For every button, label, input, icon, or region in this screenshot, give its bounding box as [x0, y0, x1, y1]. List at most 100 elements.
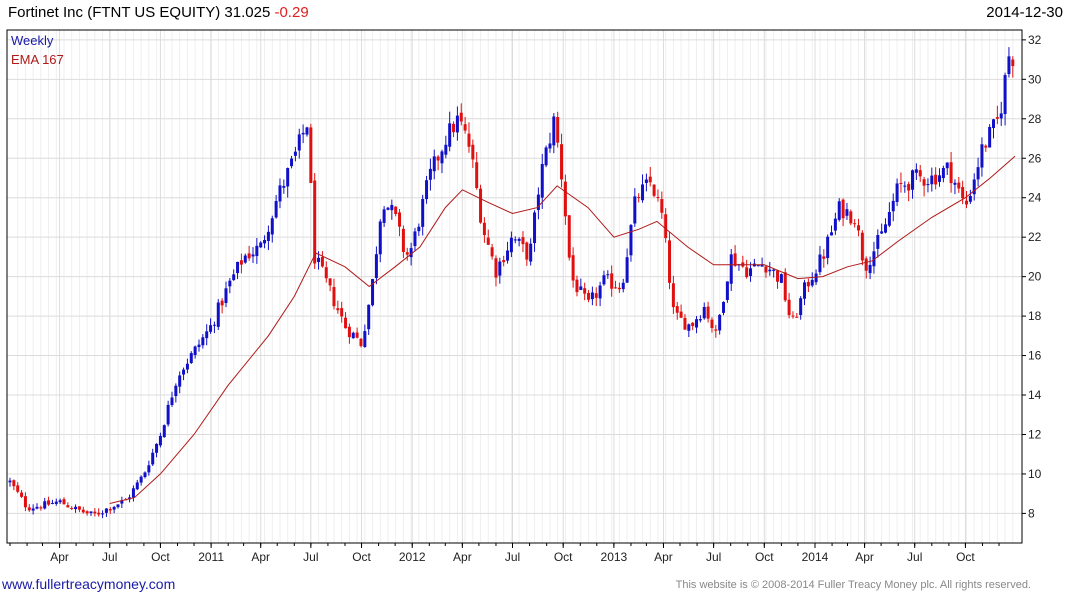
candle-body [135, 482, 139, 490]
candle-body [868, 264, 872, 274]
candle-body [675, 306, 679, 313]
candle-body [745, 267, 749, 278]
candle-body [822, 256, 826, 259]
candle-body [506, 250, 510, 261]
candle-body [914, 169, 918, 173]
candle-body [995, 117, 999, 119]
candle-body [363, 331, 367, 347]
candle-body [949, 162, 953, 184]
candle-body [938, 175, 942, 182]
x-tick-label: Apr [50, 550, 69, 564]
candle-body [432, 156, 436, 172]
candle-body [282, 185, 286, 188]
candle-body [698, 319, 702, 321]
candle-body [776, 270, 780, 282]
candle-body [228, 280, 232, 287]
candle-body [521, 237, 525, 245]
candle-body [941, 167, 945, 179]
candle-body [965, 200, 969, 205]
candle-body [332, 287, 336, 307]
x-tick-label: Apr [453, 550, 472, 564]
candle-body [455, 115, 459, 133]
candle-body [16, 485, 20, 492]
candle-body [182, 369, 186, 375]
candle-body [525, 242, 529, 260]
candle-body [23, 496, 27, 508]
candle-body [47, 500, 51, 505]
candle-body [529, 243, 533, 262]
candle-body [498, 261, 502, 276]
candle-body [849, 211, 853, 224]
candle-body [575, 279, 579, 293]
x-tick-label: Apr [251, 550, 270, 564]
y-tick-label: 10 [1028, 467, 1042, 481]
candle-body [251, 254, 255, 257]
candle-body [209, 325, 213, 332]
candle-body [305, 127, 309, 135]
candle-body [463, 124, 467, 131]
candle-body [89, 511, 93, 514]
candle-body [344, 317, 348, 329]
y-tick-label: 20 [1028, 270, 1042, 284]
candle-body [895, 183, 899, 202]
candle-body [621, 282, 625, 290]
y-tick-label: 8 [1028, 506, 1035, 520]
candle-body [517, 238, 521, 241]
candle-body [853, 223, 857, 225]
candle-body [401, 228, 405, 252]
candle-body [652, 184, 656, 196]
website-link[interactable]: www.fullertreacymoney.com [2, 576, 176, 592]
candle-body [459, 112, 463, 122]
candle-body [428, 168, 432, 180]
candle-body [583, 288, 587, 294]
candle-body [637, 197, 641, 199]
candle-body [236, 261, 240, 274]
candle-body [587, 292, 591, 300]
candle-body [799, 298, 803, 316]
candle-body [405, 252, 409, 255]
candle-body [74, 506, 78, 510]
x-tick-label: 2012 [399, 550, 426, 564]
candle-body [961, 187, 965, 199]
candle-body [579, 286, 583, 290]
candle-body [918, 170, 922, 177]
candle-body [224, 288, 228, 304]
candle-body [239, 260, 243, 265]
candle-body [413, 231, 417, 247]
candle-body [679, 311, 683, 318]
candle-body [660, 199, 664, 213]
candle-body [120, 500, 124, 504]
candle-body [556, 117, 560, 143]
x-tick-label: Jul [505, 550, 520, 564]
candle-body [340, 308, 344, 317]
candle-body [629, 225, 633, 256]
ema-line [109, 155, 1016, 504]
candle-body [274, 201, 278, 218]
candle-body [77, 506, 81, 510]
candle-body [359, 338, 363, 347]
candle-body [787, 299, 791, 316]
candle-body [783, 272, 787, 301]
candle-body [633, 196, 637, 224]
candle-body [378, 221, 382, 255]
candle-body [598, 285, 602, 299]
candle-body [259, 242, 263, 248]
candle-body [286, 168, 290, 187]
candle-body [887, 212, 891, 226]
candle-body [444, 144, 448, 155]
candle-body [62, 499, 66, 505]
candle-body [872, 251, 876, 267]
candle-body [440, 151, 444, 164]
candle-body [830, 232, 834, 236]
candle-body [779, 274, 783, 283]
candle-body [290, 158, 294, 167]
x-tick-label: Jul [303, 550, 318, 564]
plot-area [7, 30, 1022, 543]
candle-body [328, 278, 332, 286]
candle-body [104, 508, 108, 513]
candle-body [324, 267, 328, 279]
candle-body [876, 235, 880, 249]
candle-body [178, 375, 182, 387]
candle-body [1007, 56, 1011, 75]
candle-body [691, 322, 695, 327]
